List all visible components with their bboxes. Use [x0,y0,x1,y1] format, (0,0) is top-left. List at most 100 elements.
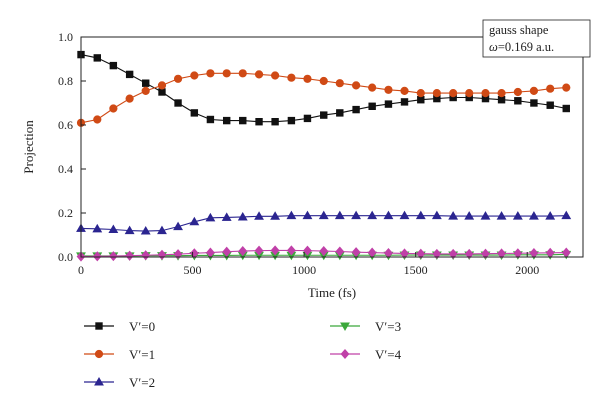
data-point [318,210,329,220]
data-point [448,211,459,220]
data-point [545,247,555,258]
data-point [448,248,458,259]
data-point [157,225,167,235]
data-point [237,211,248,221]
data-point [415,210,426,220]
data-point [464,211,475,220]
data-point [189,216,200,226]
data-point [141,250,151,261]
data-point [562,83,571,92]
data-point [173,221,183,231]
data-point [400,98,409,106]
data-point [417,96,425,104]
data-point [561,210,572,220]
data-point [464,248,474,259]
data-point [513,87,522,97]
annotation-line-2: ω=0.169 a.u. [489,40,554,54]
data-point [141,86,150,95]
legend-item: V′=4 [330,347,402,362]
data-point [320,111,328,119]
data-point [384,100,393,108]
data-point [496,211,507,220]
data-point [513,248,523,259]
data-point [109,61,118,70]
data-point [529,247,539,259]
annotation-line-1: gauss shape [489,23,549,37]
legend-marker [340,348,350,360]
series-4 [76,245,571,262]
data-point [416,248,426,259]
x-tick-label: 1500 [404,263,428,277]
legend-marker [94,349,104,359]
data-point [530,99,538,107]
data-point [125,70,134,79]
data-point [400,86,409,95]
legend-marker [94,377,104,386]
legend-item: V′=1 [84,347,155,362]
data-point [239,116,247,125]
data-point [546,84,555,93]
data-point [222,116,231,125]
data-point [303,114,312,123]
data-point [431,210,442,220]
series-0 [77,50,570,126]
data-point [108,251,118,262]
data-point [270,245,280,256]
data-point [303,245,312,256]
data-point [497,248,506,259]
legend-item: V′=0 [84,319,155,334]
data-point [173,74,183,83]
data-point [286,245,296,256]
data-point [254,245,264,256]
data-point [189,248,199,259]
data-point [92,223,103,233]
data-point [449,88,458,98]
data-point [222,69,231,78]
y-axis-label: Projection [21,120,36,174]
data-point [545,211,556,220]
x-tick-label: 2000 [515,263,539,277]
data-point [384,247,393,259]
data-point [173,249,183,260]
data-point [336,109,344,117]
legend-label: V′=2 [129,375,155,390]
data-point [497,88,506,98]
annotation-box: gauss shape ω=0.169 a.u. [482,19,591,58]
data-point [400,248,409,259]
data-point [512,211,523,220]
data-point [432,248,442,259]
x-tick-label: 500 [184,263,202,277]
data-point [238,69,247,78]
legend: V′=0 V′=1 V′=2 V′=3 V′=4 [84,319,402,390]
legend-label: V′=4 [375,347,402,362]
y-tick-label: 0.4 [58,162,73,176]
data-point [206,115,215,124]
data-point [255,118,263,126]
data-point [368,102,376,111]
data-point [319,246,329,257]
data-point [205,212,216,222]
annotation-frame [482,19,591,58]
data-point [302,210,313,220]
y-tick-label: 0.8 [58,74,73,88]
data-point [254,211,264,220]
data-point [238,246,248,257]
data-point [335,246,345,257]
data-point [481,88,490,98]
x-tick-label: 1000 [292,263,316,277]
data-point [142,79,150,87]
data-point [383,210,394,220]
y-tick-label: 0.0 [58,250,73,264]
legend-label: V′=1 [129,347,155,362]
data-point [125,94,134,103]
data-point [125,250,135,261]
legend-label: V′=3 [375,319,401,334]
data-point [286,210,297,220]
series-2 [76,210,572,235]
data-point [93,54,101,62]
data-point [158,88,166,96]
data-point [562,104,570,113]
data-point [221,212,232,221]
data-point [529,86,539,95]
annotation-omega-symbol: ω [489,40,498,54]
